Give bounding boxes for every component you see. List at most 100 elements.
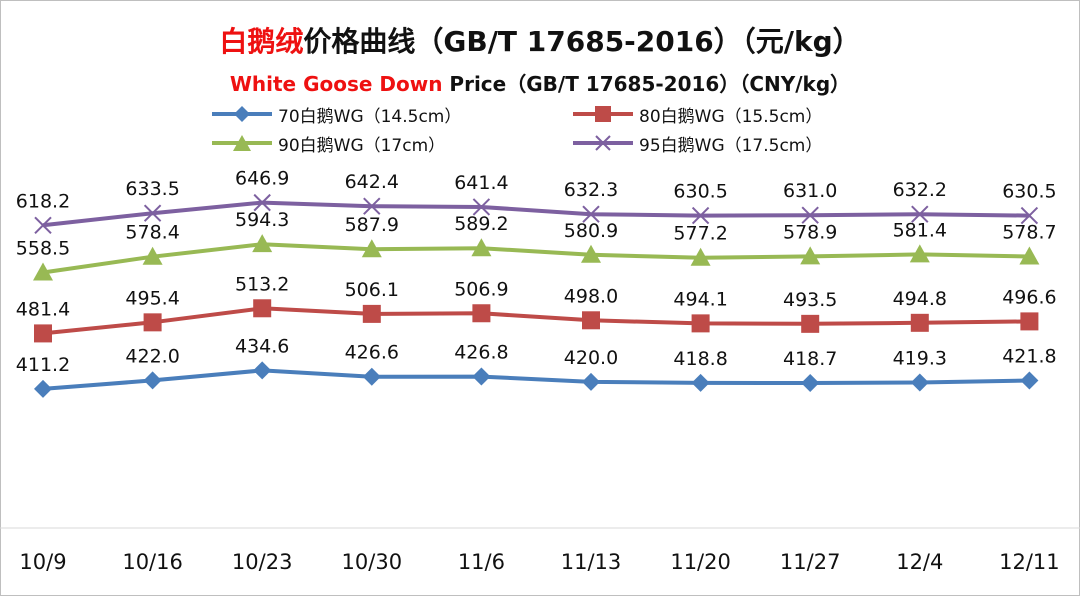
x-tick-label: 10/23 <box>232 550 293 574</box>
data-point-stroke <box>34 216 52 235</box>
legend-item-90: 90白鹅WG（17cm） <box>212 130 445 156</box>
data-label: 558.5 <box>16 237 70 259</box>
data-label: 630.5 <box>1002 181 1056 203</box>
data-label: 578.4 <box>125 222 179 244</box>
data-point <box>801 314 820 333</box>
title-cn-rest: 价格曲线（GB/T 17685-2016）（元/kg） <box>303 25 861 58</box>
chart-title-en: White Goose Down Price（GB/T 17685-2016）（… <box>0 68 1080 97</box>
legend-swatch-70 <box>212 106 272 122</box>
data-point <box>801 373 820 392</box>
data-point <box>253 193 271 212</box>
data-label: 632.2 <box>893 179 947 201</box>
data-point <box>34 379 52 398</box>
data-label: 418.7 <box>783 348 837 370</box>
data-label: 426.6 <box>345 342 399 364</box>
data-label: 420.0 <box>564 347 618 369</box>
title-cn-highlight: 白鹅绒 <box>219 25 304 58</box>
data-label: 419.3 <box>893 347 947 369</box>
data-point <box>910 313 929 332</box>
data-point <box>361 239 382 258</box>
data-point <box>909 244 930 263</box>
data-point <box>1019 246 1040 265</box>
data-point <box>581 244 601 263</box>
x-tick-label: 11/6 <box>458 550 505 574</box>
data-point <box>1020 371 1039 390</box>
data-point <box>363 197 381 215</box>
series-line-2 <box>42 242 1030 275</box>
data-point-stroke <box>582 205 600 223</box>
data-label: 411.2 <box>16 354 70 376</box>
data-label: 641.4 <box>454 172 508 194</box>
data-point <box>800 246 821 265</box>
data-point-stroke <box>253 193 271 212</box>
legend-label-95: 95白鹅WG（17.5cm） <box>639 135 823 156</box>
x-tick-label: 11/13 <box>561 550 622 574</box>
data-point <box>472 304 491 323</box>
data-point <box>690 247 711 266</box>
data-point <box>252 234 273 253</box>
data-label: 434.6 <box>235 335 289 357</box>
data-label: 578.7 <box>1002 222 1056 244</box>
legend-swatch-95 <box>573 135 633 151</box>
data-point <box>691 373 710 392</box>
data-label: 513.2 <box>235 273 289 295</box>
data-label: 481.4 <box>16 298 70 320</box>
series-line-1 <box>42 306 1030 336</box>
legend-label-90: 90白鹅WG（17cm） <box>278 135 446 156</box>
x-tick-label: 12/4 <box>896 550 943 574</box>
data-point <box>362 367 381 386</box>
legend-item-80: 80白鹅WG（15.5cm） <box>573 101 822 127</box>
data-point-stroke <box>363 197 381 215</box>
data-point <box>582 311 600 330</box>
x-tick-label: 11/20 <box>670 550 731 574</box>
data-label: 498.0 <box>564 285 618 307</box>
data-label: 418.8 <box>673 348 727 370</box>
legend-item-95: 95白鹅WG（17.5cm） <box>573 130 822 156</box>
x-tick-label: 10/16 <box>122 550 183 574</box>
data-label: 578.9 <box>783 221 837 243</box>
data-point <box>691 206 710 225</box>
data-point-stroke <box>472 198 491 216</box>
data-label: 506.1 <box>345 279 399 301</box>
data-point <box>33 262 53 281</box>
data-label: 495.4 <box>125 287 179 309</box>
x-tick-label: 10/30 <box>342 550 403 574</box>
data-label: 631.0 <box>783 180 837 202</box>
data-label: 589.2 <box>454 213 508 235</box>
legend-label-80: 80白鹅WG（15.5cm） <box>639 106 823 127</box>
data-point-stroke <box>143 204 162 222</box>
legend-swatch-90 <box>212 135 272 151</box>
data-point <box>142 246 163 265</box>
title-en-highlight: White Goose Down <box>229 72 443 96</box>
data-label: 494.1 <box>673 288 727 310</box>
data-point <box>34 216 52 235</box>
data-label: 630.5 <box>673 181 727 203</box>
legend-item-70: 70白鹅WG（14.5cm） <box>212 101 461 127</box>
data-label: 494.8 <box>893 288 947 310</box>
data-point <box>143 371 162 390</box>
data-label: 580.9 <box>564 220 618 242</box>
data-label: 577.2 <box>673 223 727 245</box>
chart-title-cn: 白鹅绒价格曲线（GB/T 17685-2016）（元/kg） <box>0 20 1080 60</box>
data-label: 618.2 <box>16 190 70 212</box>
data-point <box>253 299 272 318</box>
data-label: 581.4 <box>893 219 947 241</box>
data-point <box>911 205 929 223</box>
x-tick-label: 12/11 <box>999 550 1060 574</box>
data-point <box>1020 312 1039 331</box>
data-point-stroke <box>801 206 819 224</box>
data-point-stroke <box>911 205 929 223</box>
data-label: 496.6 <box>1002 286 1056 308</box>
data-label: 632.3 <box>564 179 618 201</box>
data-point <box>143 313 162 332</box>
data-point <box>253 361 272 380</box>
data-point-stroke <box>1020 206 1039 225</box>
data-label: 642.4 <box>345 171 399 193</box>
x-tick-label: 10/9 <box>19 550 66 574</box>
data-label: 426.8 <box>454 342 508 364</box>
data-point <box>143 204 162 222</box>
data-label: 422.0 <box>125 345 179 367</box>
legend-label-70: 70白鹅WG（14.5cm） <box>278 106 462 127</box>
